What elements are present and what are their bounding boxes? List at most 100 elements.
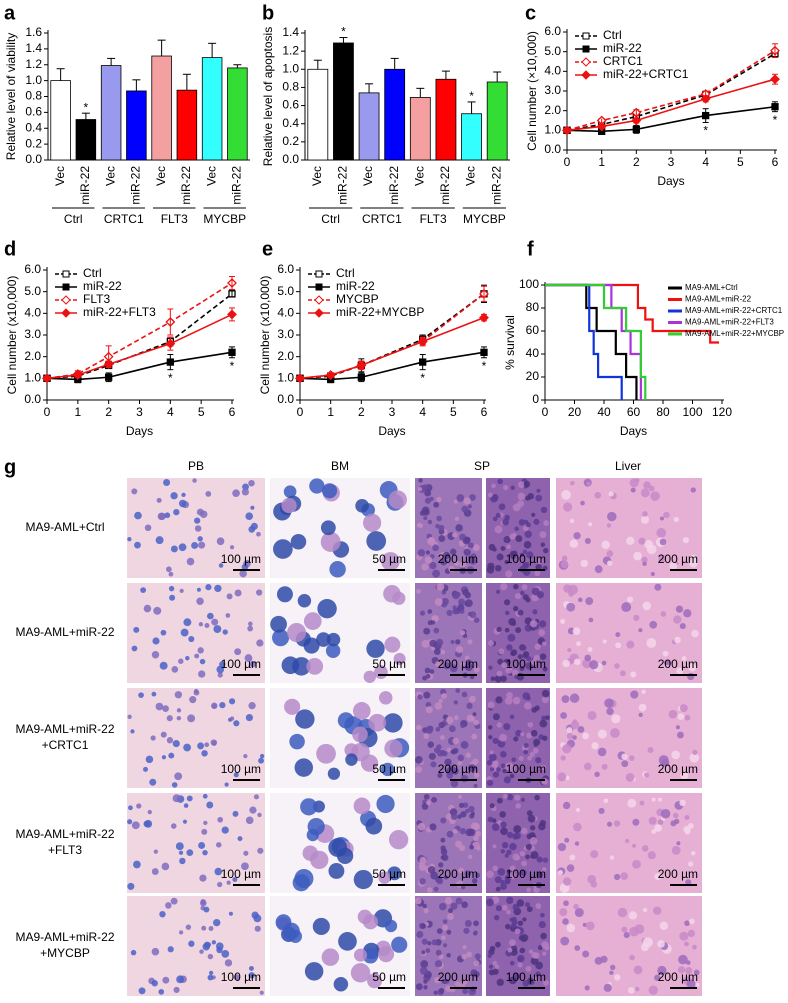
cell	[472, 758, 479, 765]
cell	[673, 516, 680, 523]
cell	[425, 706, 433, 714]
cell	[250, 522, 258, 530]
cell	[563, 502, 573, 512]
cell	[201, 828, 208, 835]
x-tick-label: 3	[389, 405, 396, 419]
cell	[442, 919, 448, 924]
cell	[523, 561, 530, 569]
cell	[651, 797, 656, 802]
cell	[430, 871, 439, 880]
legend-symbol	[314, 295, 324, 305]
cell	[419, 610, 426, 616]
cell	[421, 639, 430, 648]
cell	[496, 797, 503, 804]
cell	[427, 620, 433, 626]
x-tick-label: 3	[668, 155, 675, 169]
cell	[532, 952, 540, 959]
cell	[533, 518, 540, 525]
cell	[444, 896, 453, 905]
cell	[421, 563, 429, 571]
cell	[204, 742, 210, 748]
cell	[127, 537, 132, 542]
cell	[498, 503, 506, 511]
cell	[217, 881, 223, 888]
cell	[500, 751, 507, 758]
cell	[176, 975, 185, 984]
cell	[680, 771, 689, 780]
cell	[674, 636, 681, 644]
cell	[582, 732, 590, 740]
cell	[523, 480, 531, 488]
cell	[525, 662, 533, 670]
cell	[500, 763, 506, 769]
cell	[465, 752, 472, 759]
cell	[670, 820, 677, 827]
bar	[201, 57, 223, 161]
cell	[458, 844, 466, 852]
legend-symbol	[581, 57, 591, 67]
micrograph	[270, 688, 410, 788]
cell	[245, 713, 254, 722]
legend-symbol	[62, 270, 70, 278]
cell	[431, 939, 438, 946]
cell	[214, 584, 222, 593]
cell	[162, 705, 169, 712]
legend-marker	[61, 295, 71, 305]
cell	[459, 982, 466, 989]
cell	[690, 554, 697, 562]
cell	[176, 715, 182, 721]
cell	[362, 947, 379, 964]
cell	[560, 560, 569, 569]
cell	[646, 544, 657, 555]
cell	[461, 691, 468, 698]
cell	[241, 563, 249, 571]
legend-label: miR-22+FLT3	[83, 305, 156, 319]
cell	[503, 536, 511, 544]
cell	[602, 639, 607, 644]
column-header: Liver	[615, 459, 641, 473]
cell	[270, 615, 287, 633]
cell	[436, 638, 444, 646]
cell	[131, 488, 138, 495]
cell	[423, 733, 430, 740]
cell	[353, 797, 371, 815]
cell	[247, 625, 254, 632]
cell	[466, 702, 473, 709]
cell	[435, 726, 441, 732]
cell	[138, 987, 146, 995]
cell	[642, 937, 653, 948]
cell	[495, 886, 501, 892]
cell	[627, 986, 635, 994]
micrograph	[556, 688, 702, 788]
cell	[495, 512, 501, 518]
cell	[496, 626, 502, 633]
cell	[438, 954, 444, 960]
cell	[526, 655, 532, 662]
cell	[366, 639, 385, 658]
cell	[541, 715, 547, 721]
cell	[561, 555, 568, 562]
cell	[648, 816, 657, 825]
cell	[467, 542, 474, 549]
cell	[527, 814, 536, 823]
cell	[248, 965, 254, 971]
cell	[529, 825, 536, 831]
cell	[462, 588, 469, 596]
cell	[497, 868, 506, 876]
x-tick-label: miR-22	[489, 166, 503, 205]
cell	[208, 926, 214, 931]
cell	[535, 961, 544, 970]
cell	[368, 713, 387, 732]
legend-label: MA9-AML+miR-22+CRTC1	[685, 306, 783, 315]
micrograph	[127, 478, 265, 578]
cell	[582, 950, 590, 958]
cell	[598, 807, 605, 815]
cell	[284, 698, 301, 715]
cell	[520, 869, 527, 876]
cell	[569, 854, 576, 861]
cell	[464, 808, 470, 814]
scale-bar-label: 200 µm	[658, 552, 698, 566]
cell	[417, 822, 426, 831]
cell	[541, 689, 550, 698]
cell	[416, 930, 424, 939]
